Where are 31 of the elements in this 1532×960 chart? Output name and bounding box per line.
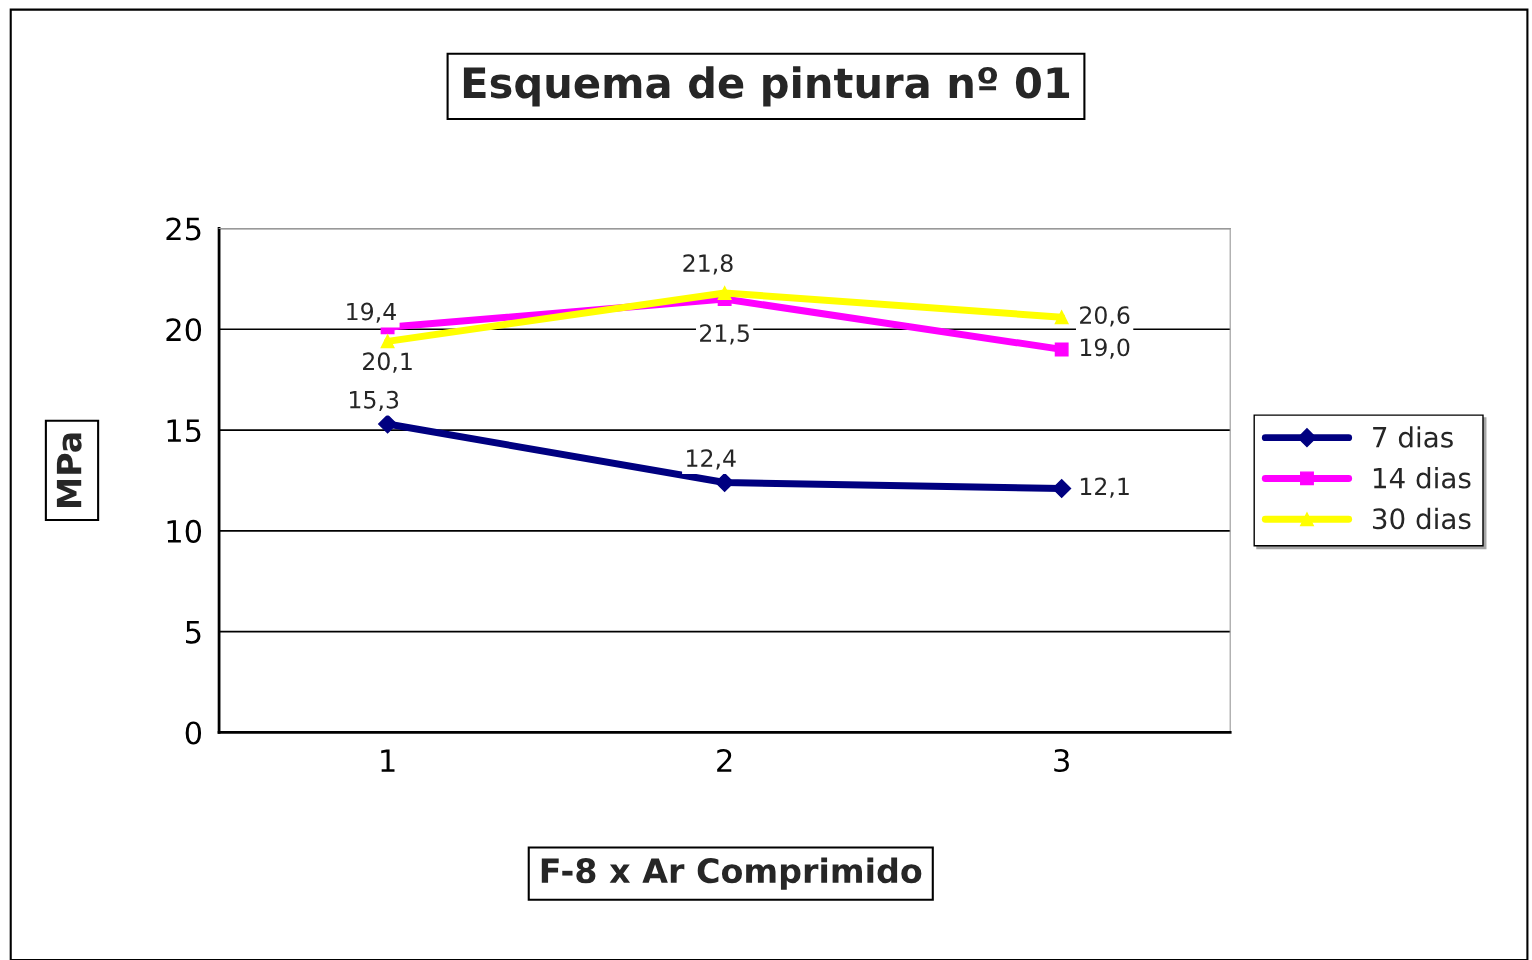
data-label: 21,5: [700, 324, 749, 345]
x-tick-label: 1: [381, 749, 395, 772]
y-axis-title: MPa: [56, 433, 82, 507]
data-label: 20,6: [1080, 306, 1130, 327]
data-label: 15,3: [350, 390, 399, 412]
point: [378, 414, 398, 434]
point: [1054, 310, 1069, 325]
data-label: 12,1: [1080, 477, 1129, 498]
x-tick-label: 2: [717, 748, 732, 772]
y-tick-label: 25: [166, 217, 201, 241]
y-tick-label: 15: [167, 419, 201, 443]
y-tick-label: 0: [185, 721, 202, 745]
point: [380, 334, 395, 349]
point: [715, 472, 735, 493]
data-label: 19,0: [1080, 338, 1130, 359]
point: [1052, 479, 1072, 499]
y-tick-label: 5: [186, 621, 201, 644]
data-label: 20,1: [363, 352, 412, 373]
y-tick-label: 20: [166, 318, 202, 342]
y-tick-label: 10: [167, 519, 202, 543]
legend-label: 14 dias: [1373, 467, 1471, 489]
data-label: 19,4: [347, 302, 396, 323]
point: [717, 286, 732, 300]
x-axis-title: F-8 x Ar Comprimido: [541, 857, 922, 890]
x-tick-label: 3: [1054, 748, 1069, 773]
data-label: 12,4: [687, 449, 736, 470]
chart-title: Esquema de pintura nº 01: [463, 66, 1070, 107]
data-label: 21,8: [683, 254, 733, 275]
point: [1054, 342, 1069, 357]
legend-label: 30 dias: [1372, 507, 1471, 530]
legend-label: 7 dias: [1373, 426, 1453, 448]
